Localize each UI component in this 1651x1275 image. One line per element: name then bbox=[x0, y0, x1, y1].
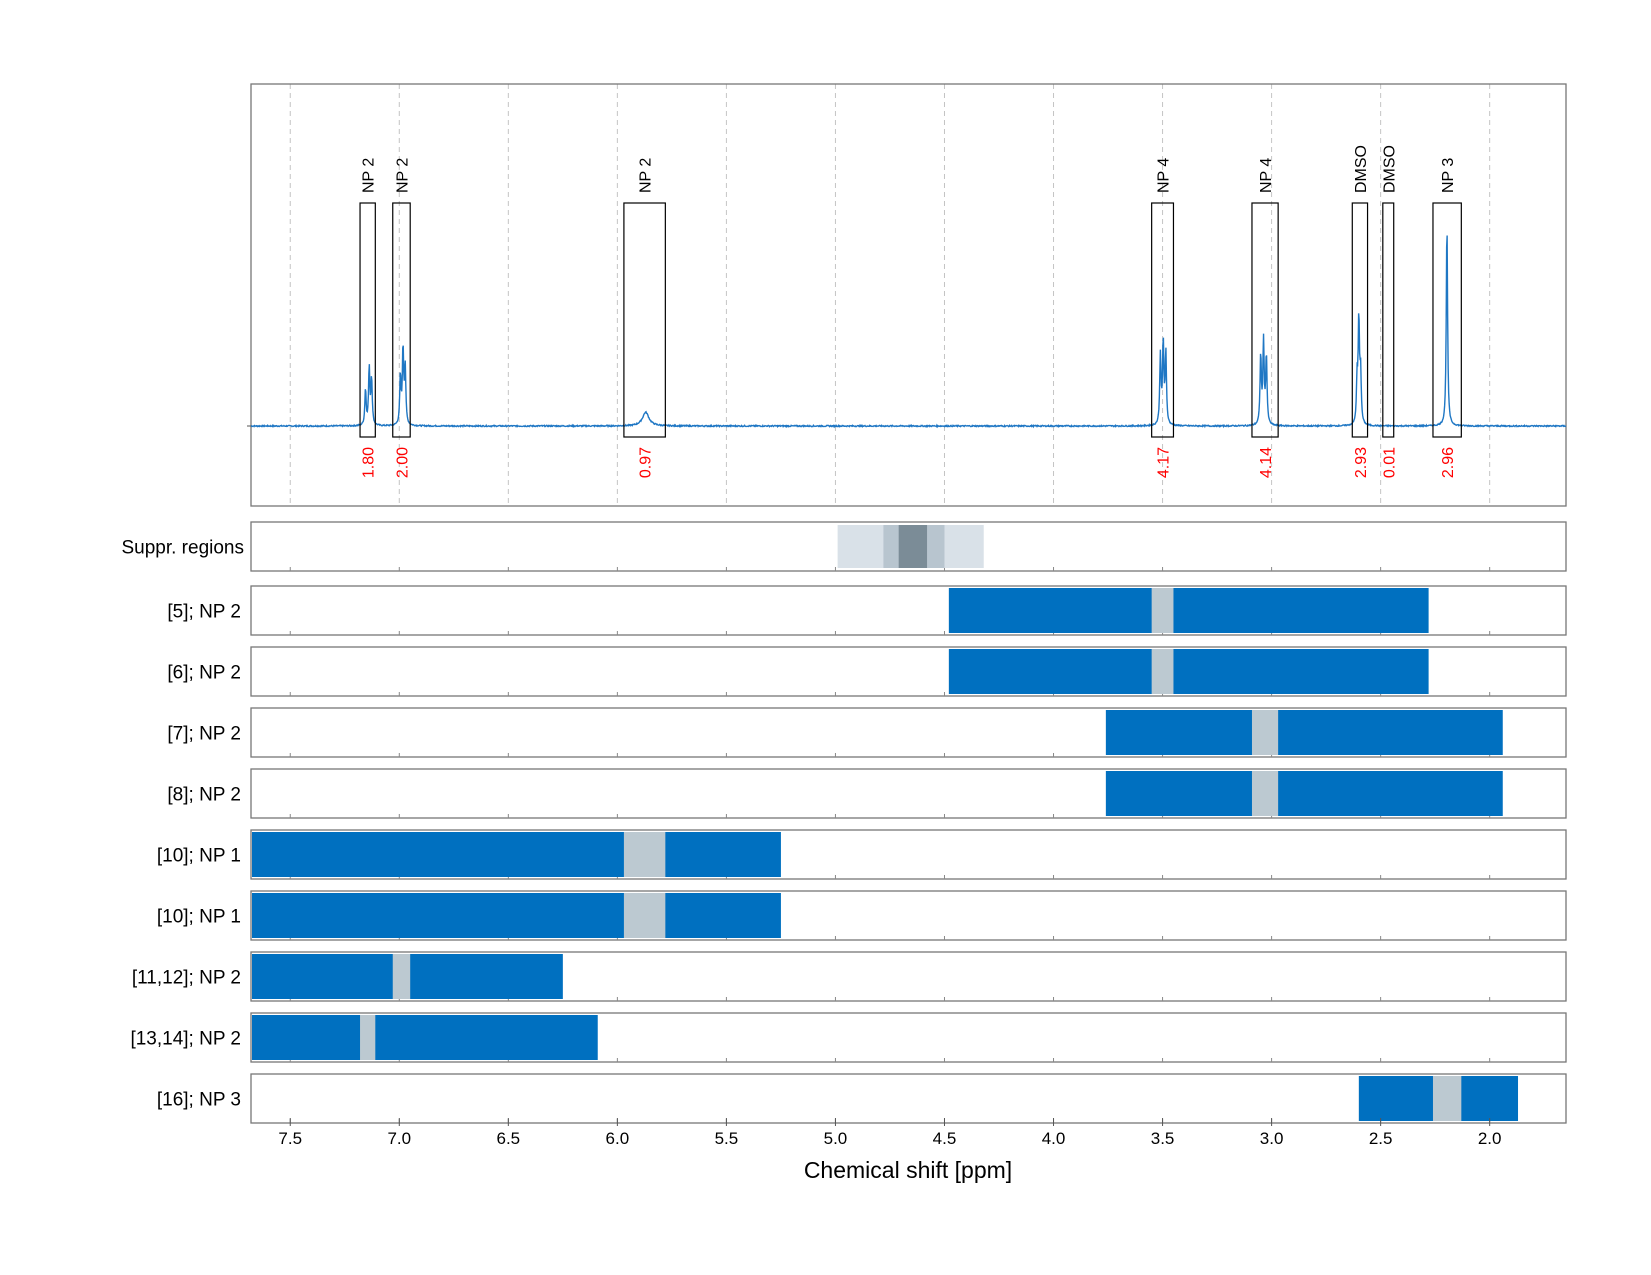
peak-label: NP 3 bbox=[1440, 158, 1457, 193]
peak-label: NP 4 bbox=[1156, 158, 1173, 193]
row-label: [5]; NP 2 bbox=[167, 602, 241, 623]
row-label: [16]; NP 3 bbox=[157, 1090, 241, 1111]
x-tick-label: 3.0 bbox=[1260, 1129, 1284, 1148]
peak-label: NP 2 bbox=[638, 158, 655, 193]
peak-region-box bbox=[392, 202, 411, 438]
row-label: [10]; NP 1 bbox=[157, 907, 241, 928]
grid-lines bbox=[289, 84, 1491, 506]
peak-label: NP 2 bbox=[394, 158, 411, 193]
integral-value: 4.14 bbox=[1258, 447, 1275, 478]
integral-value: 4.17 bbox=[1156, 447, 1173, 478]
peak-region-box bbox=[1351, 202, 1369, 438]
row-label: [7]; NP 2 bbox=[167, 724, 241, 745]
region-gap bbox=[1251, 710, 1279, 755]
integral-value: 0.97 bbox=[638, 447, 655, 478]
suppression-band bbox=[898, 525, 928, 568]
integral-value: 2.93 bbox=[1353, 447, 1370, 478]
integral-value: 0.01 bbox=[1381, 447, 1398, 478]
region-gap bbox=[1151, 588, 1174, 633]
peak-label: NP 2 bbox=[361, 158, 378, 193]
integral-value: 1.80 bbox=[361, 447, 378, 478]
row-label: [8]; NP 2 bbox=[167, 785, 241, 806]
x-tick-label: 2.5 bbox=[1369, 1129, 1393, 1148]
spectrum-trace bbox=[250, 235, 1567, 429]
x-axis: 7.5 7.0 6.5 6.0 5.5 5.0 4.5 4.0 3.5 3.0 2.5 2.0 bbox=[278, 1118, 1501, 1148]
peak-label: DMSO bbox=[1353, 145, 1370, 193]
row-label: [13,14]; NP 2 bbox=[130, 1029, 241, 1050]
peak-region-box bbox=[1151, 202, 1175, 438]
row-label: [6]; NP 2 bbox=[167, 663, 241, 684]
region-bar bbox=[948, 588, 1429, 633]
x-tick-label: 4.0 bbox=[1042, 1129, 1066, 1148]
x-tick-label: 7.5 bbox=[278, 1129, 302, 1148]
peak-label: DMSO bbox=[1381, 145, 1398, 193]
region-bar bbox=[252, 893, 781, 938]
row-label: [10]; NP 1 bbox=[157, 846, 241, 867]
x-tick-label: 6.0 bbox=[606, 1129, 630, 1148]
row-label: [11,12]; NP 2 bbox=[132, 968, 241, 989]
x-tick-label: 3.5 bbox=[1151, 1129, 1175, 1148]
row-label: Suppr. regions bbox=[121, 538, 244, 559]
region-gap bbox=[1151, 649, 1174, 694]
region-rows: Suppr. regions [5]; NP 2 [6]; NP 2 [7]; NP … bbox=[121, 521, 1567, 1124]
region-gap bbox=[1432, 1076, 1462, 1121]
peak-region-box bbox=[1251, 202, 1279, 438]
spectrum-frame bbox=[250, 83, 1567, 507]
region-gap bbox=[392, 954, 411, 999]
x-tick-label: 4.5 bbox=[933, 1129, 957, 1148]
x-axis-label: Chemical shift [ppm] bbox=[804, 1157, 1012, 1183]
peak-label: NP 4 bbox=[1258, 158, 1275, 193]
x-tick-label: 5.0 bbox=[824, 1129, 848, 1148]
spectrum-panel: NP 2 1.80 NP 2 2.00 NP 2 0.97 NP 4 4.17 NP 4 4.14… bbox=[247, 83, 1567, 507]
region-bar bbox=[252, 1015, 598, 1060]
region-bar bbox=[1105, 771, 1503, 816]
x-tick-label: 2.0 bbox=[1478, 1129, 1502, 1148]
region-gap bbox=[623, 893, 666, 938]
peak-region-box bbox=[1432, 202, 1462, 438]
region-gap bbox=[623, 832, 666, 877]
region-bar bbox=[948, 649, 1429, 694]
x-tick-label: 5.5 bbox=[715, 1129, 739, 1148]
peak-region-box bbox=[1382, 202, 1395, 438]
region-gap bbox=[1251, 771, 1279, 816]
x-tick-label: 7.0 bbox=[387, 1129, 411, 1148]
peak-region-box bbox=[359, 202, 376, 438]
peak-region-box bbox=[623, 202, 666, 438]
integral-value: 2.96 bbox=[1440, 447, 1457, 478]
row-panel bbox=[250, 1073, 1567, 1124]
region-bar bbox=[252, 832, 781, 877]
region-bar bbox=[1105, 710, 1503, 755]
integral-value: 2.00 bbox=[394, 447, 411, 478]
region-gap bbox=[360, 1015, 376, 1060]
x-tick-label: 6.5 bbox=[497, 1129, 521, 1148]
